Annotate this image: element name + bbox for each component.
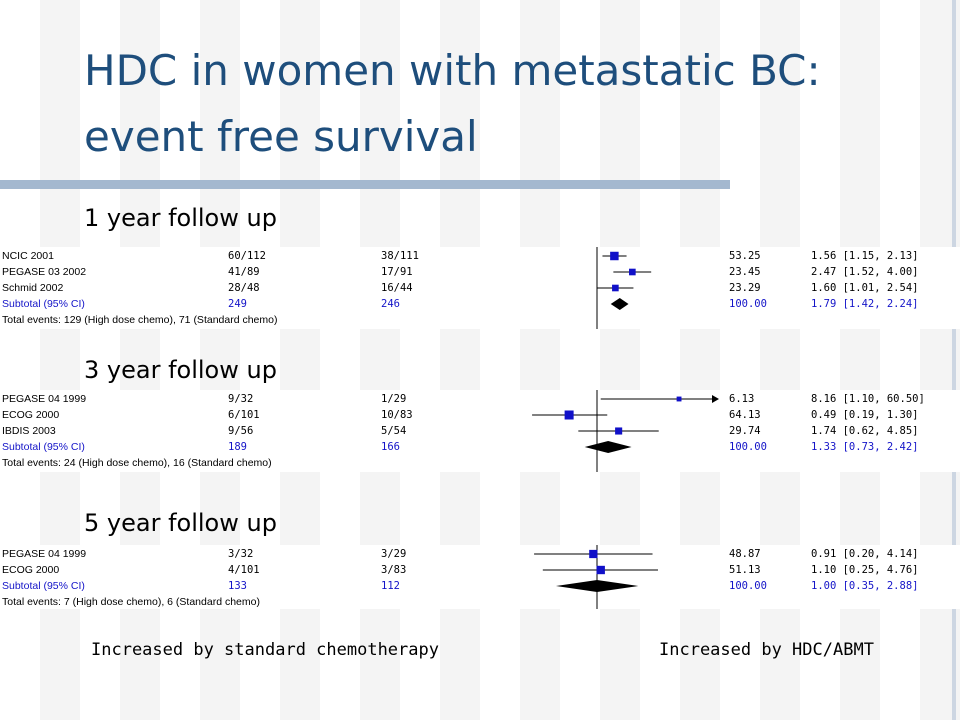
weight-percent: 48.87 xyxy=(729,548,761,560)
hdc-events: 133 xyxy=(228,580,247,592)
study-name: NCIC 2001 xyxy=(2,250,54,262)
standard-events: 3/83 xyxy=(381,564,407,576)
study-name: PEGASE 04 1999 xyxy=(2,393,87,405)
standard-events: 246 xyxy=(381,298,400,310)
hdc-events: 6/101 xyxy=(228,409,260,421)
axis-left-label: Increased by standard chemotherapy xyxy=(91,640,439,660)
subtotal-label: Subtotal (95% CI) xyxy=(2,580,85,592)
forest-plot-svg xyxy=(534,545,658,609)
standard-events: 3/29 xyxy=(381,548,407,560)
study-name: PEGASE 04 1999 xyxy=(2,548,87,560)
forest-plot-3-year: PEGASE 04 1999 9/32 1/29 6.13 8.16 [1.10, 60… xyxy=(0,390,960,472)
study-name: PEGASE 03 2002 xyxy=(2,266,87,278)
axis-right-label: Increased by HDC/ABMT xyxy=(659,640,874,660)
study-row: PEGASE 03 2002 41/89 17/91 23.45 2.47 [1.52,… xyxy=(0,264,960,280)
hdc-events: 3/32 xyxy=(228,548,254,560)
study-row: PEGASE 04 1999 3/32 3/29 48.87 0.91 [0.20, 4… xyxy=(0,546,960,562)
weight-percent: 23.29 xyxy=(729,282,761,294)
hdc-events: 60/112 xyxy=(228,250,266,262)
effect-ci: 8.16 [1.10, 60.50] xyxy=(811,393,925,405)
subtotal-row: Subtotal (95% CI) 189 166 100.00 1.33 [0.73,… xyxy=(0,439,960,455)
standard-events: 10/83 xyxy=(381,409,413,421)
effect-ci: 2.47 [1.52, 4.00] xyxy=(811,266,919,278)
effect-ci: 1.00 [0.35, 2.88] xyxy=(811,580,919,592)
effect-ci: 0.49 [0.19, 1.30] xyxy=(811,409,919,421)
weight-percent: 29.74 xyxy=(729,425,761,437)
subtotal-label: Subtotal (95% CI) xyxy=(2,298,85,310)
total-events: Total events: 129 (High dose chemo), 71 … xyxy=(2,314,278,326)
hdc-events: 249 xyxy=(228,298,247,310)
weight-percent: 100.00 xyxy=(729,580,767,592)
standard-events: 38/111 xyxy=(381,250,419,262)
weight-percent: 51.13 xyxy=(729,564,761,576)
title-rule xyxy=(0,180,730,189)
forest-plot-svg xyxy=(532,390,719,472)
ci-arrow xyxy=(712,395,719,403)
weight-percent: 100.00 xyxy=(729,441,767,453)
study-estimate-marker xyxy=(612,284,619,292)
total-events: Total events: 7 (High dose chemo), 6 (St… xyxy=(2,596,260,608)
study-estimate-marker xyxy=(629,268,636,276)
hdc-events: 9/56 xyxy=(228,425,254,437)
effect-ci: 1.56 [1.15, 2.13] xyxy=(811,250,919,262)
pooled-estimate-diamond xyxy=(610,298,629,310)
study-estimate-marker xyxy=(676,396,682,402)
effect-ci: 1.79 [1.42, 2.24] xyxy=(811,298,919,310)
study-row: IBDIS 2003 9/56 5/54 29.74 1.74 [0.62, 4.85] xyxy=(0,423,960,439)
standard-events: 17/91 xyxy=(381,266,413,278)
standard-events: 112 xyxy=(381,580,400,592)
weight-percent: 53.25 xyxy=(729,250,761,262)
study-name: IBDIS 2003 xyxy=(2,425,56,437)
subtotal-row: Subtotal (95% CI) 249 246 100.00 1.79 [1.42,… xyxy=(0,296,960,312)
study-estimate-marker xyxy=(589,549,598,559)
forest-plot-1-year: NCIC 2001 60/112 38/111 53.25 1.56 [1.15, 2.… xyxy=(0,247,960,329)
study-name: Schmid 2002 xyxy=(2,282,64,294)
title-line-1: HDC in women with metastatic BC: xyxy=(84,46,821,95)
section-label-5-year: 5 year follow up xyxy=(84,509,277,537)
subtotal-row: Subtotal (95% CI) 133 112 100.00 1.00 [0.35,… xyxy=(0,578,960,594)
hdc-events: 41/89 xyxy=(228,266,260,278)
study-row: NCIC 2001 60/112 38/111 53.25 1.56 [1.15, 2.… xyxy=(0,248,960,264)
study-name: ECOG 2000 xyxy=(2,409,60,421)
section-label-3-year: 3 year follow up xyxy=(84,356,277,384)
study-row: Schmid 2002 28/48 16/44 23.29 1.60 [1.01, 2.… xyxy=(0,280,960,296)
total-events: Total events: 24 (High dose chemo), 16 (… xyxy=(2,457,272,469)
study-estimate-marker xyxy=(564,410,574,420)
hdc-events: 4/101 xyxy=(228,564,260,576)
effect-ci: 0.91 [0.20, 4.14] xyxy=(811,548,919,560)
weight-percent: 6.13 xyxy=(729,393,755,405)
standard-events: 1/29 xyxy=(381,393,407,405)
weight-percent: 64.13 xyxy=(729,409,761,421)
hdc-events: 9/32 xyxy=(228,393,254,405)
standard-events: 166 xyxy=(381,441,400,453)
study-estimate-marker xyxy=(610,251,619,261)
title-line-2: event free survival xyxy=(84,112,478,161)
effect-ci: 1.60 [1.01, 2.54] xyxy=(811,282,919,294)
study-estimate-marker xyxy=(596,565,605,575)
study-row: PEGASE 04 1999 9/32 1/29 6.13 8.16 [1.10, 60… xyxy=(0,391,960,407)
effect-ci: 1.33 [0.73, 2.42] xyxy=(811,441,919,453)
subtotal-label: Subtotal (95% CI) xyxy=(2,441,85,453)
effect-ci: 1.74 [0.62, 4.85] xyxy=(811,425,919,437)
forest-plot-5-year: PEGASE 04 1999 3/32 3/29 48.87 0.91 [0.20, 4… xyxy=(0,545,960,609)
weight-percent: 23.45 xyxy=(729,266,761,278)
standard-events: 5/54 xyxy=(381,425,407,437)
slide-title: HDC in women with metastatic BC: event f… xyxy=(84,38,944,170)
hdc-events: 189 xyxy=(228,441,247,453)
forest-plot-svg xyxy=(596,247,652,329)
study-name: ECOG 2000 xyxy=(2,564,60,576)
effect-ci: 1.10 [0.25, 4.76] xyxy=(811,564,919,576)
study-row: ECOG 2000 4/101 3/83 51.13 1.10 [0.25, 4.76] xyxy=(0,562,960,578)
pooled-estimate-diamond xyxy=(555,580,639,592)
side-rule xyxy=(952,0,956,720)
study-row: ECOG 2000 6/101 10/83 64.13 0.49 [0.19, 1.30… xyxy=(0,407,960,423)
study-estimate-marker xyxy=(615,427,623,435)
pooled-estimate-diamond xyxy=(584,441,632,453)
standard-events: 16/44 xyxy=(381,282,413,294)
hdc-events: 28/48 xyxy=(228,282,260,294)
weight-percent: 100.00 xyxy=(729,298,767,310)
section-label-1-year: 1 year follow up xyxy=(84,204,277,232)
